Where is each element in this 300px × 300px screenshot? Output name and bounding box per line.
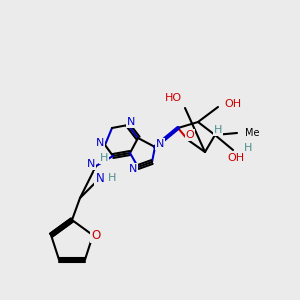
Text: OH: OH: [224, 99, 241, 109]
Text: H: H: [100, 153, 108, 163]
Text: Me: Me: [245, 128, 260, 138]
Text: H: H: [214, 125, 222, 135]
Text: N: N: [87, 159, 95, 169]
Text: H: H: [244, 143, 252, 153]
Text: O: O: [91, 229, 101, 242]
Text: H: H: [108, 173, 116, 183]
Text: OH: OH: [227, 153, 244, 163]
Text: N: N: [156, 139, 164, 149]
Text: HO: HO: [165, 93, 182, 103]
Text: N: N: [96, 172, 104, 185]
Text: N: N: [96, 138, 104, 148]
Text: O: O: [186, 130, 194, 140]
Text: N: N: [129, 164, 137, 174]
Text: N: N: [127, 117, 135, 127]
